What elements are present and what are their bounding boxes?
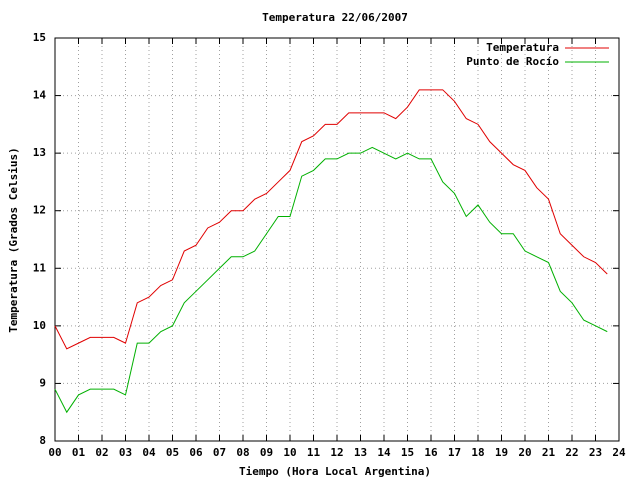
x-tick-label: 12 <box>330 446 343 459</box>
y-tick-label: 15 <box>33 31 46 44</box>
y-tick-label: 10 <box>33 319 46 332</box>
x-tick-label: 16 <box>424 446 438 459</box>
x-tick-label: 00 <box>48 446 61 459</box>
legend-label: Punto de Rocío <box>466 55 559 68</box>
x-tick-label: 14 <box>377 446 391 459</box>
x-tick-label: 02 <box>95 446 108 459</box>
data-line <box>54 146 608 414</box>
x-tick-label: 13 <box>354 446 367 459</box>
y-tick-label: 14 <box>33 89 47 102</box>
x-tick-label: 06 <box>189 446 203 459</box>
x-tick-label: 15 <box>401 446 414 459</box>
x-tick-label: 11 <box>307 446 321 459</box>
x-tick-label: 01 <box>72 446 86 459</box>
y-axis-label: Temperatura (Grados Celsius) <box>7 147 20 332</box>
x-tick-label: 19 <box>495 446 508 459</box>
x-tick-label: 08 <box>236 446 249 459</box>
x-tick-label: 21 <box>542 446 556 459</box>
y-tick-label: 11 <box>33 261 47 274</box>
legend-label: Temperatura <box>486 41 559 54</box>
x-tick-label: 10 <box>283 446 296 459</box>
chart-title: Temperatura 22/06/2007 <box>262 11 408 24</box>
x-tick-label: 18 <box>471 446 484 459</box>
x-tick-label: 04 <box>142 446 156 459</box>
x-tick-label: 20 <box>518 446 531 459</box>
data-line <box>54 89 608 350</box>
x-tick-label: 17 <box>448 446 461 459</box>
y-tick-label: 13 <box>33 146 46 159</box>
x-tick-label: 09 <box>260 446 273 459</box>
x-tick-label: 07 <box>213 446 226 459</box>
x-tick-label: 24 <box>612 446 626 459</box>
x-tick-label: 05 <box>166 446 179 459</box>
y-tick-label: 8 <box>39 434 46 447</box>
y-tick-label: 9 <box>39 376 46 389</box>
x-tick-label: 03 <box>119 446 132 459</box>
x-tick-label: 22 <box>565 446 578 459</box>
x-tick-label: 23 <box>589 446 602 459</box>
x-axis-label: Tiempo (Hora Local Argentina) <box>239 465 431 478</box>
y-tick-label: 12 <box>33 204 46 217</box>
